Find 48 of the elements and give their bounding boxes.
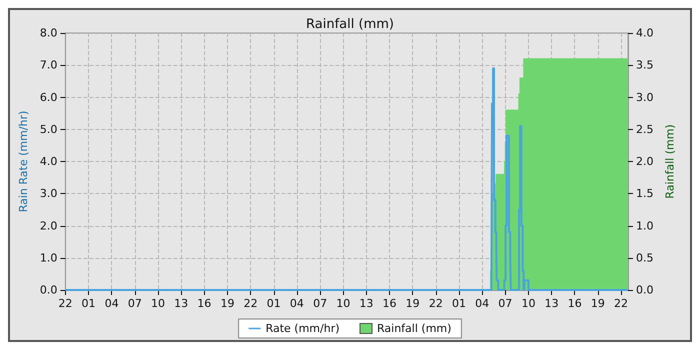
y2-tick-label: 2.5 (636, 122, 654, 136)
x-tick-label: 16 (197, 297, 212, 310)
x-tick-label: 19 (590, 297, 605, 310)
y-tick-label: 3.0 (40, 187, 58, 200)
x-tick-label: 22 (428, 297, 443, 310)
y-tick-label: 6.0 (40, 90, 58, 104)
x-tick-label: 22 (58, 297, 72, 310)
x-tick-label: 07 (128, 297, 142, 310)
x-tick-label: 04 (104, 297, 119, 310)
y-tick-label: 2.0 (40, 219, 58, 232)
x-tick-label: 19 (220, 297, 234, 310)
y2-tick-label: 3.5 (636, 58, 654, 72)
x-tick-label: 07 (498, 297, 512, 310)
x-tick-label: 13 (174, 297, 188, 310)
x-tick-label: 10 (336, 297, 350, 310)
x-tick-label: 01 (82, 297, 96, 310)
x-tick-label: 22 (614, 297, 628, 310)
x-tick-label: 10 (151, 297, 166, 310)
x-tick-label: 07 (313, 297, 328, 310)
x-tick-label: 19 (406, 297, 420, 310)
x-tick-label: 01 (266, 297, 281, 310)
x-tick-label: 04 (290, 297, 304, 310)
y-tick-label: 5.0 (40, 122, 58, 136)
y2-tick-label: 4.0 (636, 26, 654, 40)
y-tick-label: 7.0 (40, 58, 58, 72)
x-tick-label: 16 (382, 297, 397, 310)
legend-label: Rate (mm/hr) (266, 322, 340, 335)
y2-tick-label: 0.5 (636, 251, 654, 264)
y2-tick-label: 1.0 (636, 219, 654, 232)
y-tick-label: 1.0 (40, 251, 58, 264)
x-tick-label: 04 (475, 297, 490, 310)
x-tick-label: 13 (544, 297, 559, 310)
y2-axis-title: Rainfall (mm) (663, 124, 676, 199)
x-tick-label: 01 (452, 297, 466, 310)
y2-tick-label: 0.0 (636, 284, 654, 296)
y-tick-label: 8.0 (40, 26, 58, 40)
y-axis-title: Rain Rate (mm/hr) (17, 110, 30, 212)
y2-tick-label: 1.5 (636, 187, 654, 200)
y-tick-label: 4.0 (40, 155, 58, 168)
x-tick-label: 10 (521, 297, 536, 310)
legend-label: Rainfall (mm) (377, 322, 452, 335)
x-tick-label: 16 (568, 297, 582, 310)
x-tick-label: 22 (244, 297, 258, 310)
y-tick-label: 0.0 (40, 284, 58, 296)
y2-tick-label: 3.0 (636, 90, 654, 104)
chart-title: Rainfall (mm) (306, 17, 394, 32)
y2-tick-label: 2.0 (636, 155, 654, 168)
x-tick-label: 13 (359, 297, 374, 310)
